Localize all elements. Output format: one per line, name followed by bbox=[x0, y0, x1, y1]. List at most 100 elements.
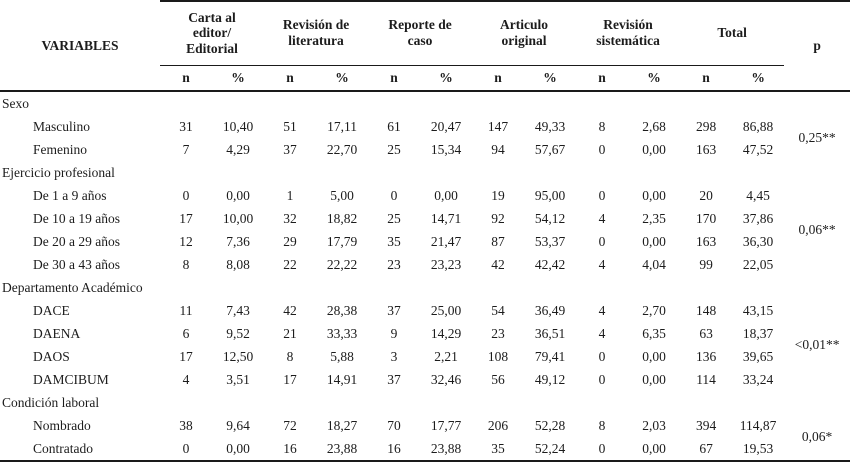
p-value: <0,01** bbox=[794, 337, 840, 353]
row-label: DAOS bbox=[33, 348, 70, 364]
data-cell: 394 bbox=[695, 417, 717, 433]
sub-header-n: n bbox=[680, 65, 733, 92]
data-cell: 0,00 bbox=[642, 440, 666, 456]
data-cell: 0 bbox=[182, 440, 190, 456]
p-value: 0,06* bbox=[801, 429, 833, 445]
data-cell: 47,52 bbox=[742, 141, 774, 157]
table-row: DAENA 6 9,52 21 33,33 9 14,29 23 36,51 4 6,35 63 18,… bbox=[0, 322, 850, 345]
data-cell: 51 bbox=[283, 118, 297, 134]
row-label: Femenino bbox=[33, 141, 87, 157]
data-cell: 4 bbox=[598, 210, 606, 226]
data-cell: 170 bbox=[695, 210, 717, 226]
data-cell: 17,79 bbox=[326, 233, 358, 249]
data-cell: 8,08 bbox=[226, 256, 250, 272]
data-cell: 8 bbox=[598, 417, 606, 433]
data-cell: 0,00 bbox=[642, 187, 666, 203]
data-cell: 11 bbox=[179, 302, 193, 318]
variables-header: VARIABLES bbox=[0, 1, 160, 92]
data-cell: 2,03 bbox=[642, 417, 666, 433]
data-cell: 163 bbox=[695, 233, 717, 249]
data-cell: 63 bbox=[699, 325, 713, 341]
row-label: De 30 a 43 años bbox=[33, 256, 120, 272]
data-cell: 18,27 bbox=[326, 417, 358, 433]
data-cell: 12 bbox=[179, 233, 193, 249]
data-cell: 19,53 bbox=[742, 440, 774, 456]
data-cell: 43,15 bbox=[742, 302, 774, 318]
data-cell: 37 bbox=[283, 141, 297, 157]
data-cell: 37 bbox=[387, 302, 401, 318]
data-cell: 23 bbox=[491, 325, 505, 341]
data-cell: 23,23 bbox=[430, 256, 462, 272]
row-label: Masculino bbox=[33, 118, 90, 134]
data-cell: 22,05 bbox=[742, 256, 774, 272]
data-cell: 72 bbox=[283, 417, 297, 433]
data-cell: 4 bbox=[598, 325, 606, 341]
data-cell: 0,00 bbox=[434, 187, 458, 203]
table-row: Nombrado 38 9,64 72 18,27 70 17,77 206 52,28 8 2,0… bbox=[0, 414, 850, 445]
data-cell: 9,64 bbox=[226, 417, 250, 433]
data-cell: 21 bbox=[283, 325, 297, 341]
data-cell: 4 bbox=[182, 371, 190, 387]
data-cell: 17 bbox=[283, 371, 297, 387]
section-row: Ejercicio profesional bbox=[0, 161, 850, 184]
data-cell: 7,36 bbox=[226, 233, 250, 249]
data-cell: 54,12 bbox=[534, 210, 566, 226]
data-cell: 6,35 bbox=[642, 325, 666, 341]
sub-header-pct: % bbox=[732, 65, 785, 92]
data-cell: 87 bbox=[491, 233, 505, 249]
data-cell: 0 bbox=[598, 141, 606, 157]
data-cell: 79,41 bbox=[534, 348, 566, 364]
group-header-revision-sistematica: Revisión sistemática bbox=[576, 0, 681, 66]
data-cell: 20 bbox=[699, 187, 713, 203]
row-label: DAENA bbox=[33, 325, 81, 341]
data-cell: 22,70 bbox=[326, 141, 358, 157]
data-cell: 12,50 bbox=[222, 348, 254, 364]
data-cell: 163 bbox=[695, 141, 717, 157]
group-header-total: Total bbox=[680, 0, 785, 66]
row-label: De 20 a 29 años bbox=[33, 233, 120, 249]
section-row: Condición laboral bbox=[0, 391, 850, 414]
data-cell: 92 bbox=[491, 210, 505, 226]
data-cell: 14,91 bbox=[326, 371, 358, 387]
p-header: p bbox=[784, 0, 850, 92]
data-cell: 49,33 bbox=[534, 118, 566, 134]
data-cell: 28,38 bbox=[326, 302, 358, 318]
group-header-revision-literatura: Revisión de literatura bbox=[264, 0, 369, 66]
data-cell: 36,49 bbox=[534, 302, 566, 318]
data-cell: 25 bbox=[387, 210, 401, 226]
table-row: Femenino 7 4,29 37 22,70 25 15,34 94 57,67 0 0,00 1… bbox=[0, 138, 850, 161]
data-cell: 15,34 bbox=[430, 141, 462, 157]
data-cell: 70 bbox=[387, 417, 401, 433]
data-cell: 4,29 bbox=[226, 141, 250, 157]
data-cell: 3,51 bbox=[226, 371, 250, 387]
data-cell: 114 bbox=[696, 371, 716, 387]
data-cell: 22,22 bbox=[326, 256, 358, 272]
row-label: DACE bbox=[33, 302, 70, 318]
sub-header-pct: % bbox=[316, 65, 369, 92]
data-cell: 14,71 bbox=[430, 210, 462, 226]
data-cell: 4,45 bbox=[746, 187, 770, 203]
data-cell: 52,24 bbox=[534, 440, 566, 456]
data-cell: 42,42 bbox=[534, 256, 566, 272]
group-header-row: VARIABLES Carta al editor/ Editorial Rev… bbox=[0, 0, 850, 92]
data-cell: 2,35 bbox=[642, 210, 666, 226]
data-cell: 38 bbox=[179, 417, 193, 433]
data-cell: 52,28 bbox=[534, 417, 566, 433]
data-cell: 9 bbox=[390, 325, 398, 341]
row-label: Contratado bbox=[33, 440, 93, 456]
data-cell: 33,33 bbox=[326, 325, 358, 341]
data-cell: 0 bbox=[390, 187, 398, 203]
data-cell: 7 bbox=[182, 141, 190, 157]
data-cell: 17 bbox=[179, 210, 193, 226]
data-cell: 10,40 bbox=[222, 118, 254, 134]
data-cell: 0,00 bbox=[226, 187, 250, 203]
sub-header-n: n bbox=[576, 65, 629, 92]
data-cell: 99 bbox=[699, 256, 713, 272]
data-cell: 35 bbox=[491, 440, 505, 456]
data-cell: 25,00 bbox=[430, 302, 462, 318]
table-row: De 1 a 9 años 0 0,00 1 5,00 0 0,00 19 95,00 0 0,00… bbox=[0, 184, 850, 238]
sub-header-n: n bbox=[160, 65, 212, 92]
data-cell: 49,12 bbox=[534, 371, 566, 387]
section-label: Departamento Académico bbox=[2, 279, 143, 295]
section-label: Sexo bbox=[2, 95, 29, 111]
